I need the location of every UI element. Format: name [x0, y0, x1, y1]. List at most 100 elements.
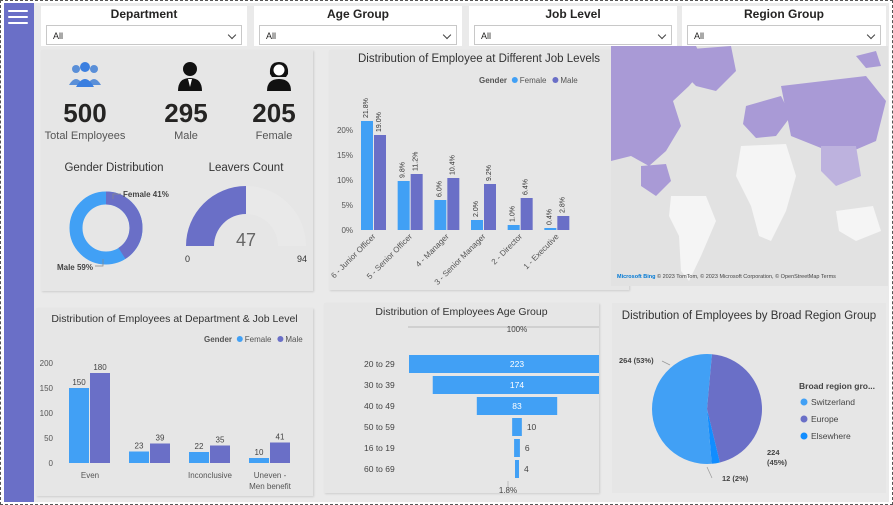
bar-male — [410, 174, 423, 230]
hamburger-menu-icon[interactable] — [8, 10, 28, 26]
bar-male — [270, 442, 290, 463]
slicer-title: Age Group — [327, 7, 389, 21]
funnel-value-label: 10 — [527, 422, 537, 432]
pie-legend-title: Broad region gro... — [799, 381, 875, 391]
y-tick-label: 200 — [40, 359, 54, 368]
slicer-region-group: Region Group All — [682, 6, 886, 46]
data-label: 11.2% — [413, 152, 420, 171]
gender-donut-chart: Female 41% Male 59% — [57, 190, 169, 272]
y-tick-label: 0 — [49, 459, 54, 468]
x-tick-label: 2 - Director — [490, 232, 525, 267]
data-label: 21.8% — [363, 98, 370, 118]
male-person-icon — [178, 62, 202, 91]
total-employees-value: 500 — [63, 98, 107, 128]
funnel-bar — [476, 397, 558, 415]
chevron-down-icon — [657, 30, 667, 40]
chevron-down-icon — [442, 30, 452, 40]
map-attribution-text: © 2023 TomTom, © 2023 Microsoft Corporat… — [657, 274, 836, 280]
funnel-bar — [432, 376, 599, 394]
slicer-title: Region Group — [744, 7, 824, 21]
pie-slice-switzerland — [651, 354, 712, 464]
data-label: 150 — [72, 378, 86, 387]
funnel-category-label: 40 to 49 — [364, 401, 395, 411]
y-tick-label: 100 — [40, 409, 54, 418]
job-level-dropdown[interactable]: All — [474, 25, 672, 45]
pie-label-europe-count: 224 — [767, 448, 780, 457]
south-asia-shape — [821, 146, 861, 186]
data-label: 19.0% — [376, 112, 383, 132]
funnel-bar — [514, 439, 520, 457]
gauge-value: 47 — [236, 230, 256, 250]
job-levels-chart-card: Distribution of Employee at Different Jo… — [329, 50, 629, 290]
data-label: 10.4% — [449, 155, 456, 175]
data-label: 2.8% — [559, 197, 566, 213]
slicer-job-level: Job Level All — [469, 6, 677, 46]
arctic-shape — [856, 51, 881, 68]
funnel-value-label: 83 — [512, 401, 522, 411]
funnel-category-label: 16 to 19 — [364, 443, 395, 453]
x-tick-label: 1 - Executive — [522, 232, 561, 271]
funnel-category-label: 30 to 39 — [364, 380, 395, 390]
department-bar-chart: Gender Female Male 0 50 100 150 200 150 180 Even 23… — [40, 335, 304, 491]
gauge-fill — [186, 186, 246, 246]
data-label: 23 — [135, 442, 144, 451]
slicer-title: Job Level — [545, 7, 601, 21]
job-levels-chart-title: Distribution of Employee at Different Jo… — [357, 53, 601, 65]
pie-label-switzerland: 264 (53%) — [619, 356, 654, 365]
region-pie-chart: 264 (53%) 224(45%) 12 (2%) Broad region gro… — [619, 354, 875, 483]
pie-slice-europe — [707, 354, 762, 463]
south-america-shape — [669, 196, 716, 281]
pie-label-elsewhere: 12 (2%) — [722, 474, 749, 483]
y-tick-label: 15% — [337, 151, 353, 160]
age-group-chart-card: Distribution of Employees Age Group 100%… — [324, 303, 599, 493]
central-america-shape — [641, 164, 671, 196]
funnel-value-label: 4 — [524, 464, 529, 474]
funnel-top-label: 100% — [507, 325, 527, 334]
legend-label: Europe — [811, 414, 839, 424]
pie-slice-elsewhere — [707, 409, 720, 464]
bar-female — [69, 388, 89, 463]
region-group-dropdown[interactable]: All — [687, 25, 881, 45]
department-chart-card: Distribution of Employees at Department … — [36, 308, 313, 496]
bing-logo: Microsoft Bing — [617, 274, 656, 280]
region-map[interactable]: Microsoft Bing © 2023 TomTom, © 2023 Mic… — [611, 46, 888, 286]
legend-male-label: Male — [285, 335, 303, 344]
pie-leader-switzerland — [661, 360, 671, 366]
summary-card: 500 Total Employees 295 Male 205 Female … — [41, 50, 313, 291]
y-tick-label: 0% — [341, 226, 353, 235]
job-levels-bar-chart: Gender Female Male 0% 5% 10% 15% 20% 21.8% 19.0% 6… — [329, 76, 578, 287]
x-tick-label: Uneven - — [254, 471, 287, 480]
legend-male-swatch — [552, 77, 559, 83]
slicer-title: Department — [110, 7, 178, 21]
report-canvas: Department All Age Group All Job Level A… — [34, 3, 889, 502]
legend-female-label: Female — [245, 335, 272, 344]
dropdown-value: All — [481, 31, 492, 41]
dropdown-value: All — [694, 31, 705, 41]
slicer-department: Department All — [41, 6, 247, 46]
funnel-category-label: 50 to 59 — [364, 422, 395, 432]
chevron-down-icon — [866, 30, 876, 40]
y-tick-label: 5% — [341, 201, 353, 210]
bar-male — [557, 216, 570, 230]
age-group-dropdown[interactable]: All — [259, 25, 457, 45]
funnel-bar — [512, 418, 522, 436]
legend-swatch — [800, 415, 808, 423]
funnel-bar — [409, 355, 599, 373]
dropdown-value: All — [53, 31, 64, 41]
male-count-label: Male — [174, 130, 198, 142]
department-dropdown[interactable]: All — [46, 25, 242, 45]
bar-male — [520, 198, 533, 230]
funnel-value-label: 223 — [510, 359, 524, 369]
funnel-bottom-label: 1.8% — [499, 486, 517, 493]
map-attribution: Microsoft Bing © 2023 TomTom, © 2023 Mic… — [617, 274, 836, 280]
bar-female — [471, 220, 483, 230]
region-chart-title: Distribution of Employees by Broad Regio… — [621, 310, 877, 322]
x-tick-label: Even — [81, 471, 99, 480]
bar-male — [90, 373, 110, 463]
donut-female-slice — [69, 191, 143, 265]
bar-female — [189, 452, 209, 463]
male-count-value: 295 — [164, 98, 208, 128]
data-label: 2.0% — [473, 201, 480, 217]
data-label: 10 — [255, 448, 264, 457]
bar-female — [129, 451, 149, 463]
